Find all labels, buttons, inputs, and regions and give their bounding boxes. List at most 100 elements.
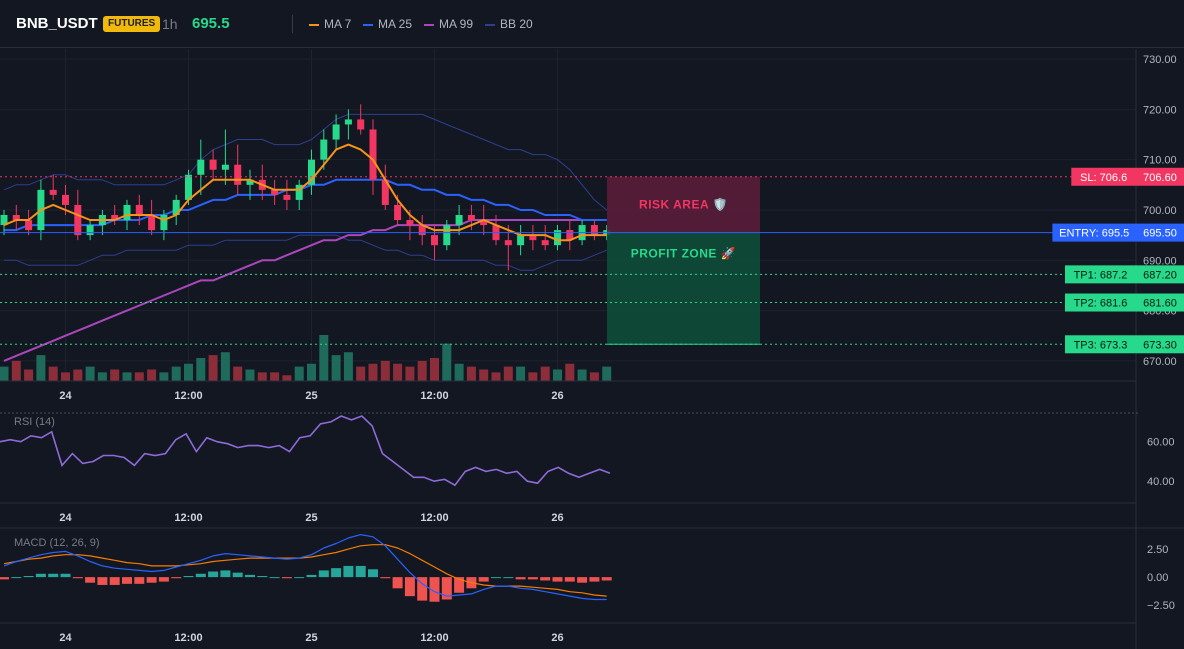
candle-body	[320, 139, 328, 160]
candle-body	[271, 189, 279, 195]
legend-ma25[interactable]: MA 25	[363, 0, 412, 48]
macd-histogram-bar	[503, 577, 514, 579]
take-profit-1-price: 687.20	[1143, 269, 1177, 281]
price-pane[interactable]: RISK AREA 🛡️ PROFIT ZONE 🚀	[0, 104, 1184, 381]
time-axis-label: 25	[305, 632, 317, 644]
volume-bar	[36, 355, 46, 381]
legend-bb20[interactable]: BB 20	[485, 0, 533, 48]
candle-body	[529, 235, 537, 241]
candle-body	[86, 225, 94, 236]
time-axis-label: 26	[551, 512, 563, 524]
legend-swatch	[309, 23, 319, 26]
macd-histogram-bar	[478, 577, 489, 582]
macd-histogram-bar	[331, 568, 342, 578]
volume-bar	[553, 369, 562, 381]
candle-body	[418, 225, 426, 236]
macd-histogram-bar	[306, 574, 317, 578]
volume-bar	[479, 369, 489, 381]
take-profit-3-price: 673.30	[1143, 339, 1177, 351]
rsi-pane[interactable]: RSI (14) 40.00 60.00	[0, 415, 1175, 488]
macd-histogram-bar	[171, 577, 182, 579]
macd-title: MACD (12, 26, 9)	[14, 537, 100, 549]
macd-histogram-bar	[281, 577, 292, 579]
macd-histogram-bar	[122, 577, 132, 584]
volume-bar	[577, 369, 587, 381]
profit-zone-label: PROFIT ZONE 🚀	[631, 246, 736, 260]
macd-histogram-bar	[23, 576, 34, 578]
macd-histogram-bar	[269, 577, 280, 579]
macd-histogram-bar	[183, 576, 194, 578]
candle-body	[135, 204, 143, 215]
symbol-name[interactable]: BNB_USDT	[16, 15, 98, 32]
volume-bar	[85, 366, 95, 381]
macd-histogram-bar	[35, 573, 46, 578]
macd-pane[interactable]: MACD (12, 26, 9) 2.50 0.00 −2.50	[0, 533, 1175, 612]
time-axis-label: 25	[305, 512, 317, 524]
candle-body	[381, 179, 389, 205]
volume-bar	[159, 372, 169, 381]
macd-histogram-bar	[540, 577, 551, 581]
price-tick-label: 690.00	[1143, 255, 1177, 267]
rsi-tick-label: 40.00	[1147, 476, 1175, 488]
candle-body	[246, 179, 254, 185]
volume-bar	[11, 360, 21, 381]
macd-histogram-bar	[404, 577, 415, 597]
candle-body	[148, 215, 156, 231]
risk-area-label: RISK AREA 🛡️	[639, 198, 728, 212]
candle-body	[590, 225, 598, 236]
volume-bar	[73, 369, 83, 381]
macd-histogram-bar	[195, 573, 206, 578]
candle-body	[566, 230, 574, 241]
rsi-line	[0, 415, 611, 487]
time-axis-label: 12:00	[420, 390, 448, 402]
legend-label: MA 7	[324, 17, 352, 31]
volume-bar	[48, 366, 58, 381]
axes: 670.00680.00690.00700.00710.00720.00730.…	[0, 49, 1184, 649]
macd-tick-label: 2.50	[1147, 544, 1168, 556]
candle-body	[554, 230, 561, 246]
candle-body	[517, 235, 525, 246]
volume-bar	[405, 366, 415, 381]
volume-bar	[491, 372, 501, 381]
stop-loss-price: 706.60	[1143, 172, 1177, 184]
volume-bar	[417, 360, 427, 381]
legend-label: MA 25	[378, 17, 413, 31]
legend-ma99[interactable]: MA 99	[424, 0, 473, 48]
candle-body	[467, 215, 475, 221]
volume-bar	[343, 352, 353, 381]
macd-histogram-bar	[11, 577, 22, 579]
ma99-line	[3, 219, 607, 362]
time-axis-label: 24	[59, 512, 72, 524]
volume-bar	[393, 363, 403, 381]
volume-bar	[184, 363, 193, 381]
legend-swatch	[424, 23, 434, 26]
candle-body	[209, 159, 217, 170]
legend-ma7[interactable]: MA 7	[309, 0, 351, 48]
bb-lower-line	[4, 234, 607, 271]
time-axis-label: 25	[305, 390, 317, 402]
interval-selector[interactable]: 1h	[162, 16, 178, 32]
macd-histogram-bar	[109, 577, 120, 585]
macd-histogram-bar	[146, 577, 157, 583]
macd-histogram-bar	[257, 576, 268, 578]
volume-bar	[233, 366, 243, 381]
volume-bar	[528, 372, 538, 381]
macd-histogram-bar	[208, 571, 219, 578]
volume-bar	[356, 366, 366, 381]
macd-histogram-bar	[527, 577, 538, 580]
candle-body	[369, 129, 377, 180]
futures-badge: FUTURES	[103, 16, 161, 32]
macd-histogram-bar	[601, 577, 612, 581]
volume-bar	[589, 372, 599, 381]
macd-histogram-bar	[220, 570, 231, 578]
volume-bar	[24, 369, 34, 381]
macd-histogram-bar	[552, 577, 563, 582]
volume-bar	[516, 366, 526, 381]
volume-bar	[368, 363, 378, 381]
time-axis-label: 24	[59, 390, 72, 402]
candle-body	[394, 204, 402, 221]
macd-histogram-bar	[577, 577, 588, 583]
candle-body	[0, 215, 8, 226]
price-tick-label: 700.00	[1143, 205, 1177, 217]
